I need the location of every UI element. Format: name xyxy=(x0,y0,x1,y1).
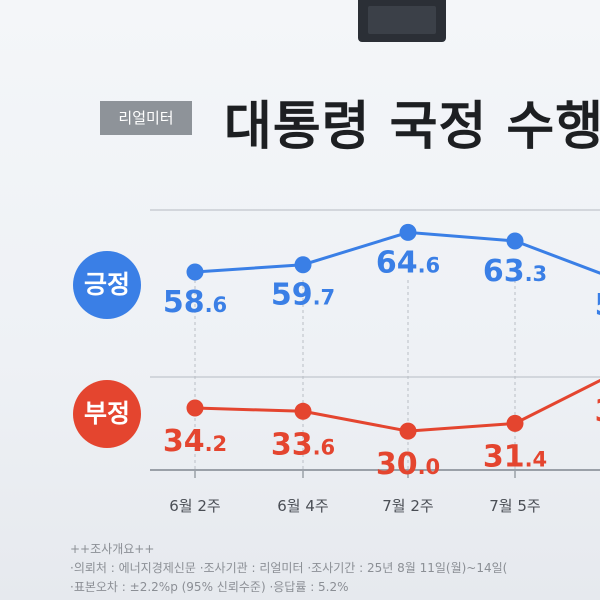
x-tick-label: 6월 2주 xyxy=(169,497,220,515)
negative-point xyxy=(506,414,524,432)
chart-title: 대통령 국정 수행 xyxy=(224,97,600,157)
x-tick-label: 6월 4주 xyxy=(277,497,328,515)
negative-series-line xyxy=(194,378,600,433)
board-clip xyxy=(358,0,446,42)
positive-data-label: 58.6 xyxy=(163,285,227,320)
source-tag: 리얼미터 xyxy=(100,101,192,135)
legend-negative: 부정 xyxy=(73,380,141,448)
negative-point xyxy=(399,422,417,440)
negative-data-label: 3 xyxy=(595,394,600,429)
negative-point xyxy=(294,402,312,420)
positive-point xyxy=(186,263,204,281)
negative-data-label: 30.0 xyxy=(376,447,440,482)
notes-heading: ++조사개요++ xyxy=(70,542,155,556)
positive-point xyxy=(506,232,524,250)
notes-line-2: ·표본오차 : ±2.2%p (95% 신뢰수준) ·응답률 : 5.2% xyxy=(70,580,349,594)
positive-data-label: 5 xyxy=(595,288,600,323)
negative-data-label: 33.6 xyxy=(271,427,335,462)
legend-positive: 긍정 xyxy=(73,251,141,319)
negative-data-label: 31.4 xyxy=(483,439,547,474)
x-tick-label: 7월 2주 xyxy=(382,497,433,515)
positive-point xyxy=(294,256,312,274)
survey-notes: ++조사개요++ ·의뢰처 : 에너지경제신문 ·조사기관 : 리얼미터 ·조사… xyxy=(70,540,507,597)
positive-data-label: 63.3 xyxy=(483,254,547,289)
negative-point xyxy=(186,399,204,417)
positive-data-label: 64.6 xyxy=(376,245,440,280)
positive-point xyxy=(399,223,417,241)
x-tick-label: 7월 5주 xyxy=(489,497,540,515)
negative-data-label: 34.2 xyxy=(163,424,227,459)
notes-line-1: ·의뢰처 : 에너지경제신문 ·조사기관 : 리얼미터 ·조사기간 : 25년 … xyxy=(70,561,508,575)
positive-data-label: 59.7 xyxy=(271,278,335,313)
